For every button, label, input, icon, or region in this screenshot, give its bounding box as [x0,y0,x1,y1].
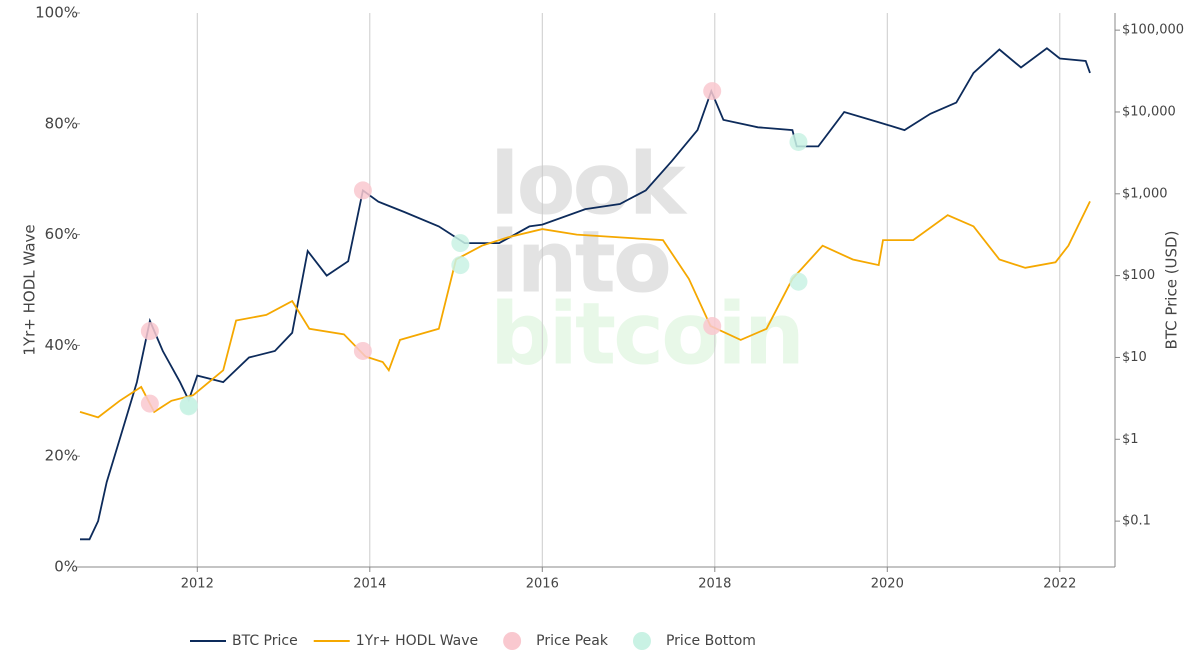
watermark-text: into [490,212,669,312]
hodl-marker [140,394,159,413]
legend-label: 1Yr+ HODL Wave [356,633,478,649]
x-tick-label: 2018 [698,577,731,592]
legend-label: Price Bottom [666,633,756,649]
y-tick-label: 60% [45,225,78,243]
x-tick-label: 2020 [871,577,904,592]
price-marker [789,132,808,151]
watermark-text: look [490,134,688,234]
price-marker [179,396,198,415]
y2-tick-label: $1,000 [1122,186,1168,201]
y-tick-label: 80% [45,114,78,132]
y2-tick-label: $100 [1122,268,1155,283]
y-axis-title: 1Yr+ HODL Wave [21,224,39,355]
y2-tick-label: $1 [1122,432,1139,447]
y2-tick-label: $10,000 [1122,104,1176,119]
legend-swatch [503,632,522,650]
price-marker [703,82,722,101]
hodl-marker [353,341,372,360]
y-tick-label: 0% [54,558,78,576]
hodl-marker [789,272,808,291]
y-tick-label: 40% [45,336,78,354]
watermark: look into bitcoin [490,134,805,384]
legend-swatch [632,632,651,650]
legend-label: BTC Price [232,633,298,649]
price-marker [140,322,159,341]
price-marker [353,181,372,200]
x-tick-label: 2012 [181,577,214,592]
y-tick-label: 100% [35,4,78,22]
y-tick-label: 20% [45,447,78,465]
x-tick-label: 2022 [1043,577,1076,592]
legend-label: Price Peak [536,633,609,649]
price-marker [451,234,470,253]
hodl-marker [451,256,470,275]
y2-axis-title: BTC Price (USD) [1163,231,1181,350]
x-tick-label: 2014 [353,577,386,592]
series-line [79,201,1091,419]
legend: BTC Price 1Yr+ HODL Wave Price Peak Price B… [190,632,756,650]
series-line [80,47,1091,541]
y2-tick-label: $100,000 [1122,23,1184,38]
hodl-marker [703,317,722,336]
y2-tick-label: $10 [1122,350,1147,365]
y2-tick-label: $0.1 [1122,514,1151,529]
x-tick-label: 2016 [526,577,559,592]
